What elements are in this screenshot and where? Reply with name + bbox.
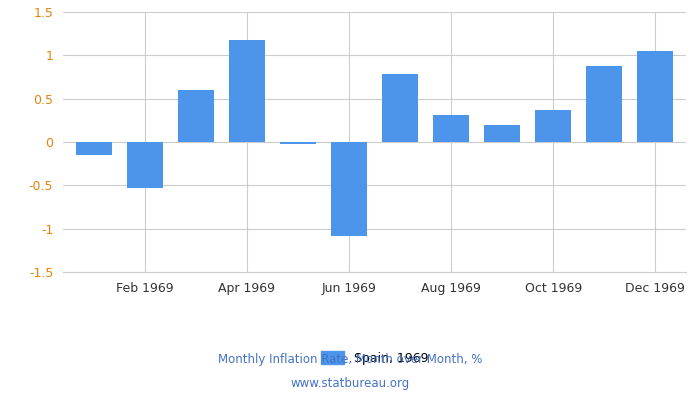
Bar bbox=[331, 142, 367, 236]
Text: www.statbureau.org: www.statbureau.org bbox=[290, 378, 410, 390]
Bar bbox=[229, 40, 265, 142]
Bar bbox=[127, 142, 162, 188]
Bar bbox=[433, 115, 469, 142]
Bar bbox=[178, 90, 214, 142]
Bar bbox=[587, 66, 622, 142]
Bar bbox=[484, 125, 520, 142]
Bar bbox=[536, 110, 571, 142]
Text: Monthly Inflation Rate, Month over Month, %: Monthly Inflation Rate, Month over Month… bbox=[218, 354, 482, 366]
Bar bbox=[382, 74, 418, 142]
Bar bbox=[638, 51, 673, 142]
Bar bbox=[76, 142, 111, 155]
Legend: Spain, 1969: Spain, 1969 bbox=[321, 351, 428, 365]
Bar bbox=[280, 142, 316, 144]
